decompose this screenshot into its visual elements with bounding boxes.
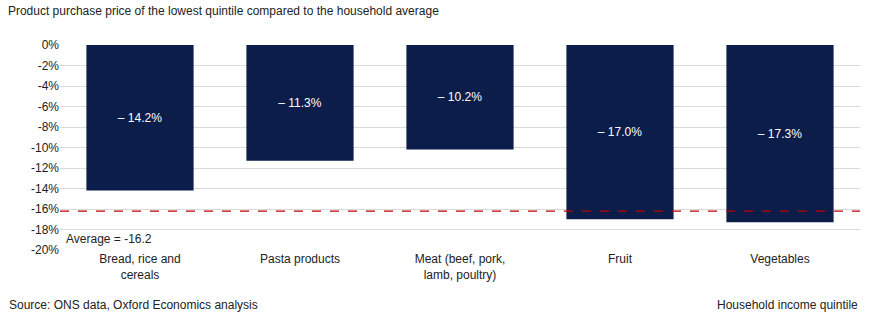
svg-text:-10%: -10% (31, 141, 59, 155)
svg-text:-16%: -16% (31, 202, 59, 216)
svg-text:– 10.2%: – 10.2% (438, 90, 482, 104)
svg-text:-12%: -12% (31, 161, 59, 175)
svg-text:– 17.0%: – 17.0% (598, 125, 642, 139)
svg-text:Source: ONS data, Oxford Econo: Source: ONS data, Oxford Economics analy… (9, 298, 258, 312)
svg-text:-20%: -20% (31, 243, 59, 257)
svg-text:-6%: -6% (38, 100, 60, 114)
svg-text:Fruit: Fruit (608, 252, 633, 266)
svg-text:0%: 0% (42, 38, 60, 52)
svg-text:Average = -16.2: Average = -16.2 (66, 232, 152, 246)
svg-text:Household income quintile: Household income quintile (717, 298, 858, 312)
svg-text:Pasta products: Pasta products (260, 252, 340, 266)
svg-text:Bread, rice andcereals: Bread, rice andcereals (99, 252, 180, 282)
svg-text:– 14.2%: – 14.2% (118, 111, 162, 125)
svg-text:Product purchase price of the: Product purchase price of the lowest qui… (8, 4, 439, 18)
svg-text:-14%: -14% (31, 182, 59, 196)
svg-text:-8%: -8% (38, 120, 60, 134)
svg-text:-18%: -18% (31, 223, 59, 237)
svg-text:– 11.3%: – 11.3% (278, 96, 321, 110)
svg-text:-2%: -2% (38, 59, 60, 73)
svg-text:-4%: -4% (38, 79, 60, 93)
svg-text:Meat (beef, pork,lamb, poultry: Meat (beef, pork,lamb, poultry) (415, 252, 506, 282)
svg-text:– 17.3%: – 17.3% (758, 127, 802, 141)
svg-text:Vegetables: Vegetables (750, 252, 809, 266)
